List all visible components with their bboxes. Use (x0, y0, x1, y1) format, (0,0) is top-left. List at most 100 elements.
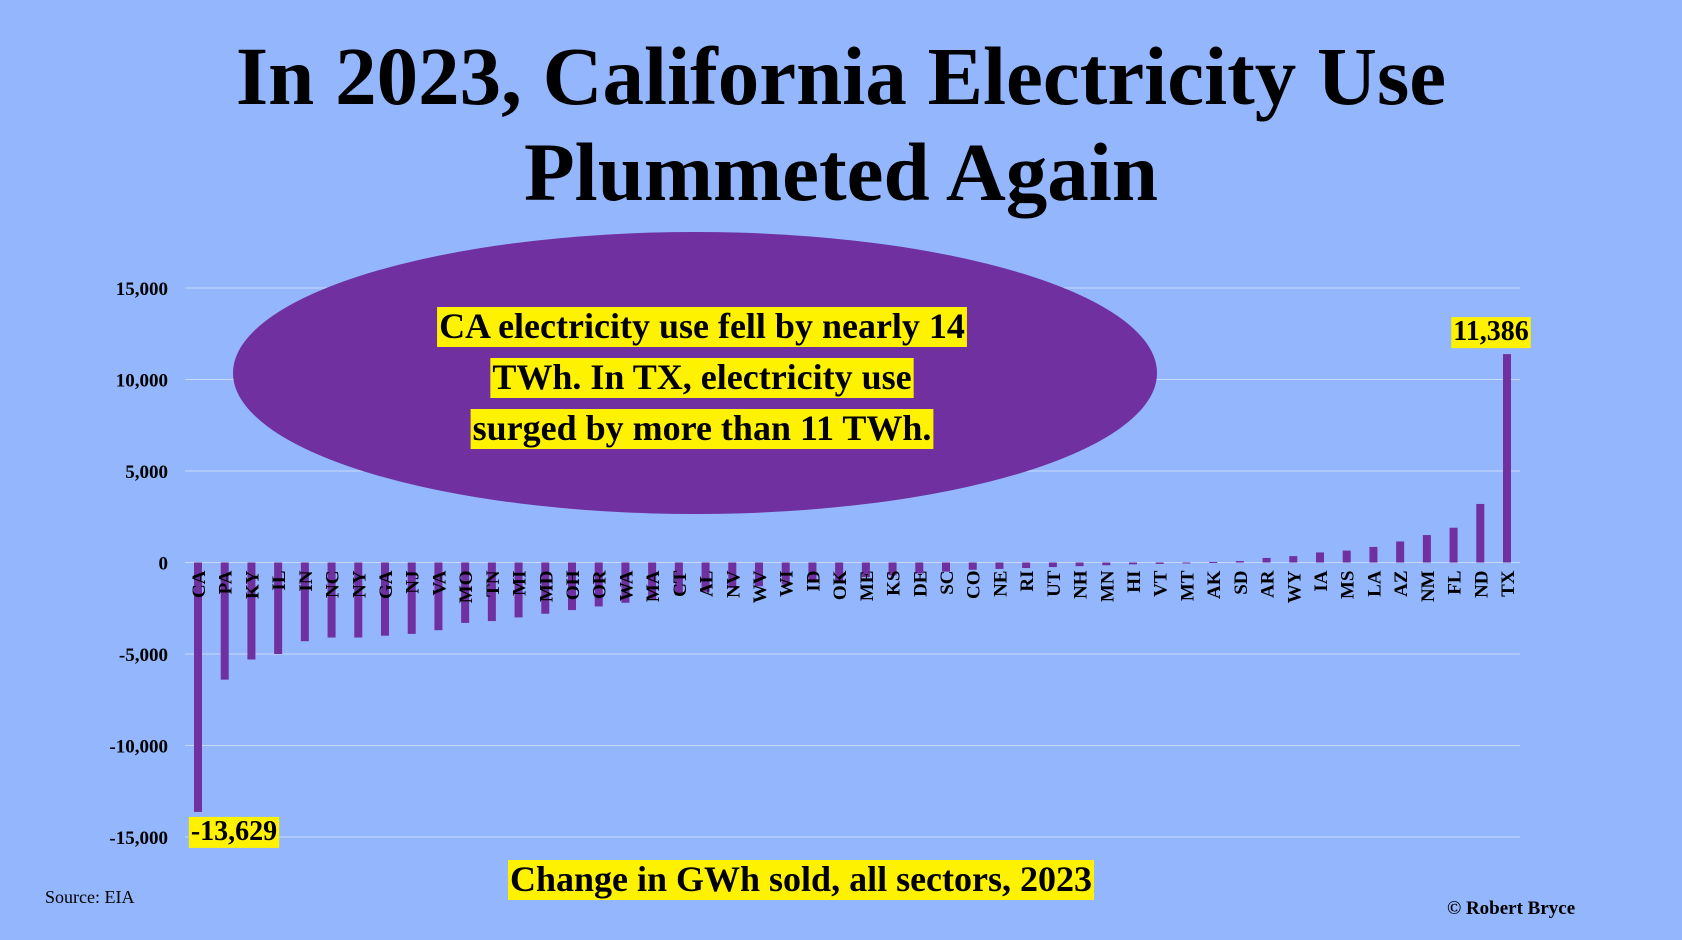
x-tick-label: AZ (1391, 571, 1412, 597)
data-label-ca-text: -13,629 (191, 816, 277, 847)
bar-al (701, 562, 710, 592)
x-tick-label: MI (510, 571, 531, 596)
bar-ut (1048, 562, 1057, 568)
x-tick-label: IL (269, 571, 290, 591)
callout-line-1: CA electricity use fell by nearly 14 (437, 306, 967, 347)
callout-line-1-text: CA electricity use fell by nearly 14 (439, 306, 965, 346)
bar-wy (1289, 556, 1298, 563)
bar-nd (1476, 503, 1485, 563)
x-axis-title-highlight (507, 860, 1095, 900)
bar-nc (327, 562, 336, 638)
x-tick-label: KS (884, 571, 905, 596)
bar-wi (781, 562, 790, 585)
callout-text: CA electricity use fell by nearly 14 TWh.… (437, 306, 967, 449)
x-tick-label: DE (910, 571, 931, 597)
bar-or (594, 562, 603, 607)
bar-co (968, 562, 977, 570)
y-tick-label: 15,000 (116, 279, 168, 300)
bar-ny (354, 562, 363, 638)
bar-la (1369, 546, 1378, 563)
bar-tx (1503, 354, 1511, 563)
source-note: Source: EIA (45, 887, 135, 907)
bar-tn (487, 562, 496, 622)
bar-fl (1449, 527, 1458, 563)
x-tick-label: NJ (403, 571, 424, 594)
x-tick-label: IN (296, 570, 317, 591)
bar-nm (1422, 535, 1431, 563)
x-tick-label: IA (1311, 570, 1332, 591)
bar-ga (381, 562, 389, 636)
bar-ct (674, 562, 683, 596)
x-tick-label: OK (830, 570, 851, 600)
x-axis-title: Change in GWh sold, all sectors, 2023 (507, 859, 1095, 900)
x-tick-label: OR (590, 570, 611, 599)
x-tick-label: ND (1471, 571, 1492, 598)
data-label-tx-text: 11,386 (1453, 316, 1528, 347)
x-tick-label: SC (937, 571, 958, 595)
x-axis-title-text: Change in GWh sold, all sectors, 2023 (510, 859, 1092, 899)
bar-de (915, 562, 924, 574)
data-label-ca-highlight (188, 816, 280, 848)
y-tick-label: 10,000 (116, 371, 168, 392)
data-labels: -13,629 11,386 (188, 316, 1531, 848)
x-tick-label: KY (242, 570, 263, 599)
x-tick-label: WA (616, 570, 637, 601)
x-tick-label: CA (189, 570, 210, 598)
bar-nh (1075, 562, 1084, 567)
bar-va (434, 562, 443, 631)
bar-nv (728, 562, 737, 589)
x-tick-label: VT (1151, 570, 1172, 597)
x-tick-label: TN (483, 570, 504, 597)
x-tick-label: CO (964, 571, 985, 600)
y-tick-label: -10,000 (109, 737, 168, 758)
x-tick-label: CT (670, 570, 691, 597)
x-tick-label: MT (1177, 570, 1198, 601)
x-tick-label: VA (429, 570, 450, 595)
callout-line-3-highlight (470, 409, 934, 449)
bar-md (541, 562, 550, 614)
bar-ks (888, 562, 897, 576)
bars (194, 354, 1511, 812)
x-tick-label: ID (803, 571, 824, 592)
x-tick-label: UT (1044, 570, 1065, 597)
bar-mt (1182, 562, 1191, 564)
x-tick-label: MD (536, 571, 557, 603)
bar-hi (1129, 562, 1137, 565)
bar-wa (621, 562, 630, 603)
bar-ma (648, 562, 657, 600)
bar-ms (1342, 550, 1351, 563)
bar-oh (568, 562, 576, 611)
data-label-ca: -13,629 (188, 816, 280, 848)
x-tick-label: LA (1364, 570, 1385, 597)
bar-me (861, 562, 870, 578)
x-tick-label: GA (376, 570, 397, 599)
x-axis-title: Change in GWh sold, all sectors, 2023 (507, 859, 1095, 900)
copyright-credit: © Robert Bryce (1447, 898, 1576, 919)
bar-ky (247, 562, 256, 660)
x-tick-label: NY (349, 570, 370, 598)
y-tick-label: 5,000 (125, 462, 168, 483)
callout-line-2-text: TWh. In TX, electricity use (492, 357, 911, 397)
callout-line-2-highlight (490, 358, 914, 398)
y-axis-tick-labels: 15,000 10,000 5,000 0 -5,000 -10,000 -15,000 (109, 279, 168, 849)
x-tick-label: MS (1338, 571, 1359, 600)
bar-ia (1316, 552, 1324, 563)
x-tick-label: NH (1071, 570, 1092, 599)
x-tick-label: WY (1284, 570, 1305, 603)
x-tick-label: HI (1124, 571, 1145, 593)
data-label-tx-highlight (1451, 317, 1531, 349)
bar-ok (835, 562, 844, 581)
bar-wv (755, 562, 763, 587)
bar-ar (1262, 557, 1271, 563)
bar-vt (1155, 562, 1164, 564)
title-line-1: In 2023, California Electricity Use (235, 30, 1447, 122)
x-tick-label: WI (777, 571, 798, 597)
bar-pa (220, 562, 229, 680)
x-tick-label: NE (990, 571, 1011, 597)
bar-il (274, 562, 283, 654)
data-label-tx: 11,386 (1451, 316, 1531, 349)
bar-ri (1022, 562, 1031, 568)
chart-title: In 2023, California Electricity Use Plum… (0, 28, 1682, 220)
x-tick-label: RI (1017, 571, 1038, 592)
x-tick-label: NC (323, 571, 344, 598)
